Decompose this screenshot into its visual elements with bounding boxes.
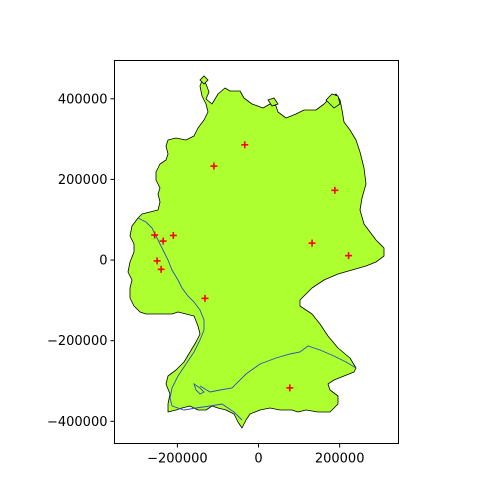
y-tick-label: −400000	[47, 415, 108, 430]
city-point-marker	[345, 252, 353, 260]
city-point-marker	[308, 239, 316, 247]
axes-frame	[114, 60, 399, 444]
city-point-marker	[159, 237, 167, 245]
city-point-marker	[153, 257, 161, 265]
x-axis: −200000 0 200000	[147, 443, 365, 467]
city-point-marker	[201, 294, 209, 302]
y-axis: −400000 −200000 0 200000 400000	[47, 92, 115, 430]
x-tick-label: 0	[254, 452, 262, 467]
city-point-marker	[157, 265, 165, 273]
plot-area	[127, 75, 385, 429]
city-point-marker	[331, 186, 339, 194]
lake-outline	[193, 382, 205, 395]
river-south	[171, 345, 357, 421]
y-tick-label: 200000	[58, 173, 108, 188]
city-point-marker	[286, 384, 294, 392]
river-rhine	[137, 217, 205, 407]
y-tick-label: −200000	[47, 334, 108, 349]
city-point-marker	[241, 141, 249, 149]
y-tick-label: 0	[99, 254, 107, 269]
germany-land	[127, 77, 385, 429]
city-point-marker	[210, 162, 218, 170]
island-north	[267, 97, 279, 107]
x-tick-label: 200000	[315, 452, 365, 467]
y-tick-label: 400000	[58, 92, 108, 107]
island-northeast	[325, 93, 341, 109]
points-layer	[151, 141, 353, 392]
island-northwest	[199, 75, 209, 85]
city-point-marker	[151, 231, 159, 239]
x-tick-label: −200000	[147, 452, 208, 467]
city-point-marker	[169, 231, 177, 239]
